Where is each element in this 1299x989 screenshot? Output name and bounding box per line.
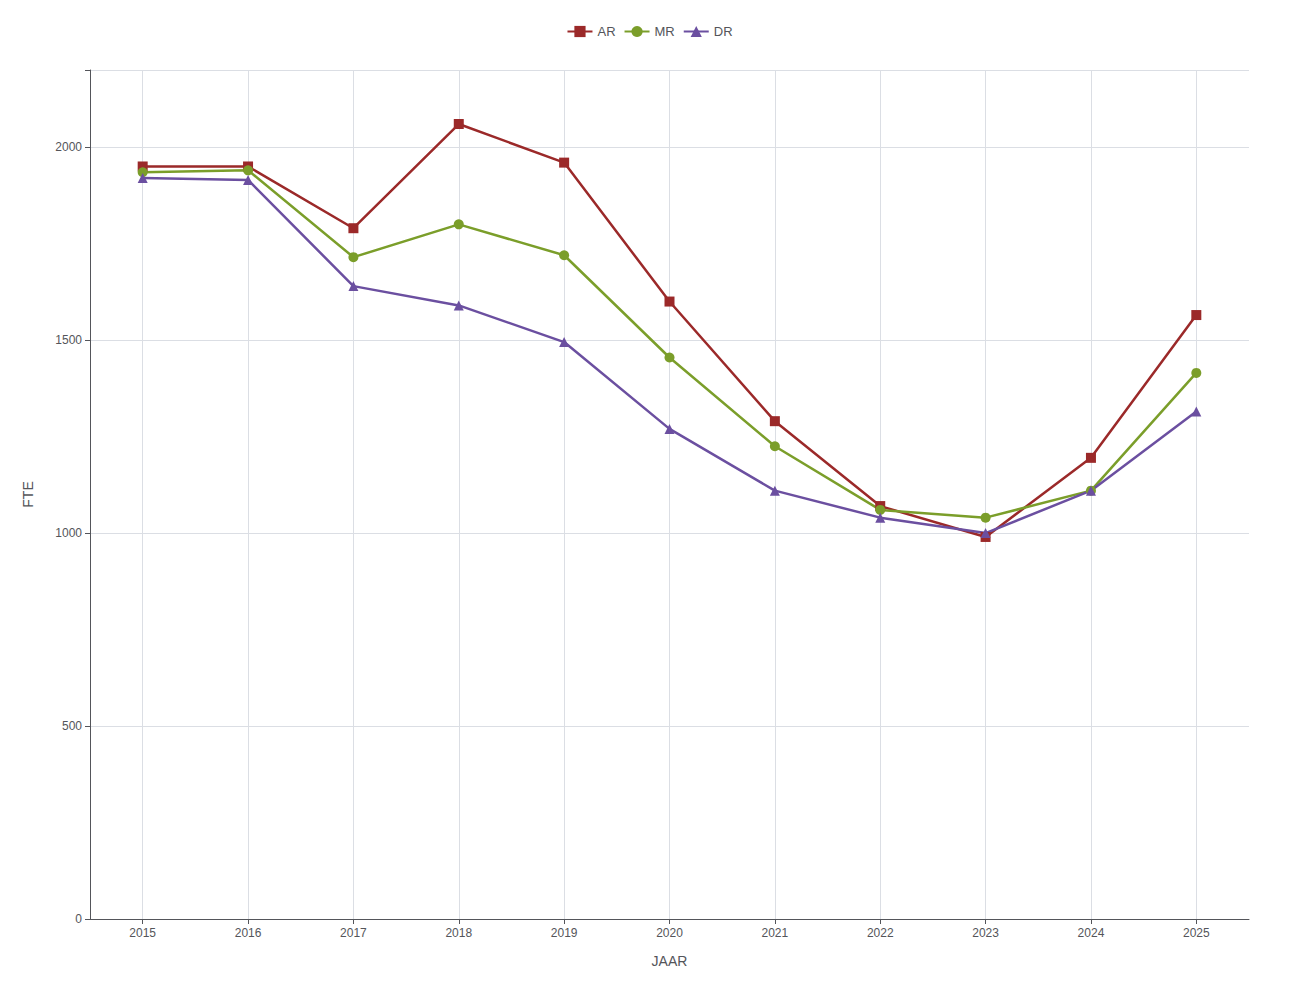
svg-text:500: 500 <box>62 719 82 733</box>
svg-text:2016: 2016 <box>235 926 262 940</box>
svg-text:2022: 2022 <box>867 926 894 940</box>
svg-text:2025: 2025 <box>1183 926 1210 940</box>
svg-text:MR: MR <box>655 24 675 39</box>
svg-text:2019: 2019 <box>551 926 578 940</box>
svg-text:0: 0 <box>75 912 82 926</box>
svg-text:JAAR: JAAR <box>652 953 688 969</box>
svg-text:2024: 2024 <box>1078 926 1105 940</box>
svg-text:DR: DR <box>714 24 733 39</box>
svg-text:2018: 2018 <box>445 926 472 940</box>
svg-text:2023: 2023 <box>972 926 999 940</box>
svg-text:FTE: FTE <box>20 481 36 507</box>
svg-text:1000: 1000 <box>55 526 82 540</box>
svg-text:AR: AR <box>597 24 615 39</box>
svg-text:2015: 2015 <box>129 926 156 940</box>
svg-text:2021: 2021 <box>762 926 789 940</box>
svg-text:2017: 2017 <box>340 926 367 940</box>
svg-text:2000: 2000 <box>55 140 82 154</box>
svg-text:1500: 1500 <box>55 333 82 347</box>
svg-text:2020: 2020 <box>656 926 683 940</box>
